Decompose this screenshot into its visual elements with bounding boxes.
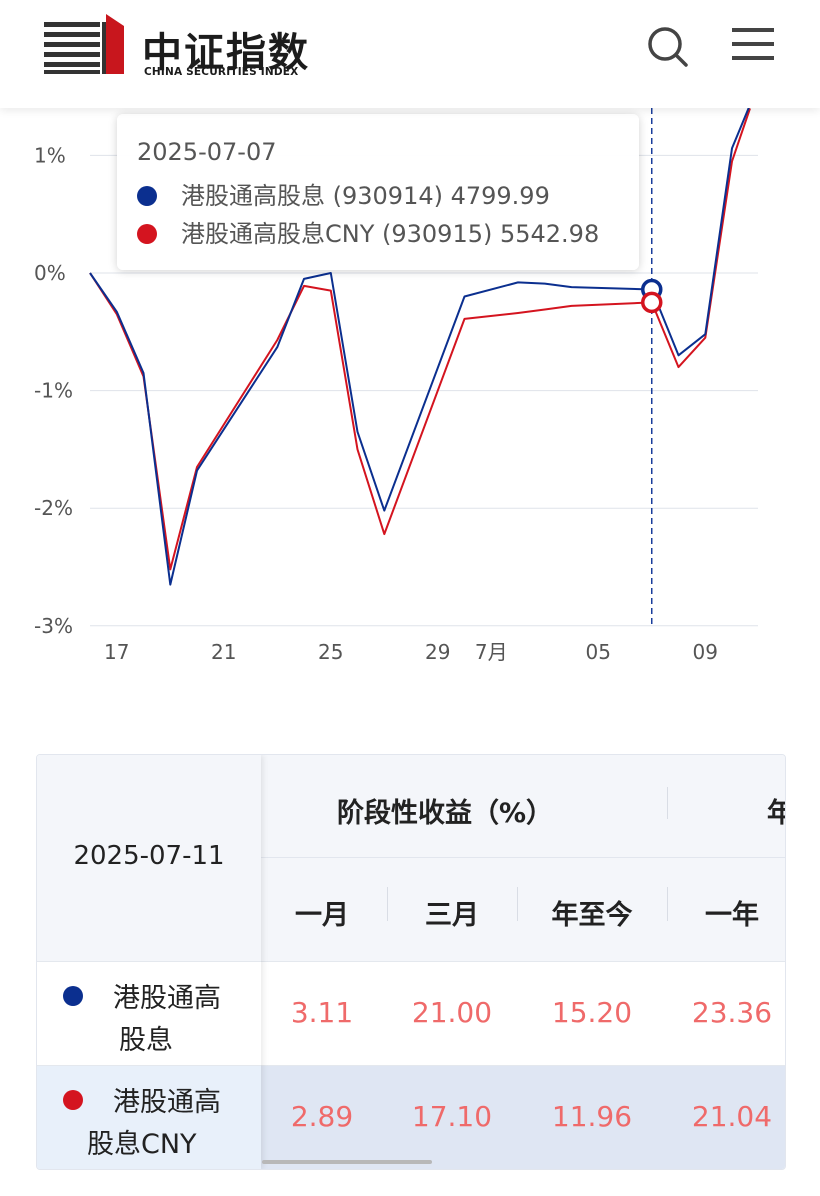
- column-header-1y[interactable]: 一年: [705, 900, 759, 931]
- site-header: 中证指数 CHINA SECURITIES INDEX: [0, 0, 820, 108]
- value-3m: 21.00: [411, 996, 493, 1029]
- brand-logo[interactable]: 中证指数 CHINA SECURITIES INDEX: [42, 8, 342, 82]
- horizontal-scrollbar[interactable]: [262, 1160, 432, 1164]
- x-tick-label: 09: [693, 640, 718, 664]
- value-ytd: 11.96: [551, 1100, 633, 1133]
- header-separator: [387, 887, 388, 921]
- tooltip-row: 港股通高股息CNY (930915) 5542.98: [137, 214, 599, 249]
- column-header-3m[interactable]: 三月: [425, 900, 479, 931]
- value-1y: 21.04: [691, 1100, 773, 1133]
- tooltip-row-label: 港股通高股息 (930914) 4799.99: [181, 182, 550, 210]
- header-separator: [517, 887, 518, 921]
- y-tick-label: -2%: [34, 496, 73, 520]
- series-name-line2: 股息CNY: [87, 1129, 197, 1160]
- series-name-cell[interactable]: 港股通高 股息: [37, 961, 261, 1066]
- chart-tooltip: 2025-07-07 港股通高股息 (930914) 4799.99 港股通高股…: [117, 114, 639, 270]
- x-tick-label: 25: [318, 640, 343, 664]
- series-name-line1: 港股通高: [113, 1087, 221, 1118]
- x-tick-label: 21: [211, 640, 236, 664]
- value-1m: 2.89: [290, 1100, 354, 1133]
- value-1y: 23.36: [691, 996, 773, 1029]
- brand-name-cn: 中证指数: [142, 30, 310, 76]
- index-line-chart[interactable]: 1% 0% -1% -2% -3% 17 21 25 29 7月 05 09: [0, 108, 820, 668]
- series-name-line1: 港股通高: [113, 983, 221, 1014]
- x-tick-label: 7月: [475, 640, 508, 664]
- x-tick-label: 05: [586, 640, 611, 664]
- series-name-line2: 股息: [119, 1025, 173, 1056]
- frozen-name-column: 2025-07-11 港股通高 股息 港股通高 股息CNY: [37, 755, 261, 1169]
- series-dot-icon: [63, 986, 83, 1006]
- brand-name-en: CHINA SECURITIES INDEX: [144, 66, 299, 78]
- value-3m: 17.10: [411, 1100, 493, 1133]
- tooltip-date: 2025-07-07: [137, 138, 277, 166]
- series-line[interactable]: [89, 108, 750, 586]
- series-dot-icon: [63, 1090, 83, 1110]
- y-tick-label: -1%: [34, 379, 73, 403]
- search-icon: [648, 27, 688, 67]
- value-1m: 3.11: [290, 996, 354, 1029]
- returns-table[interactable]: 阶段性收益（%） 年 一月 三月 年至今 一年 3.11 21.00 15.20…: [36, 754, 786, 1170]
- series-name-cell[interactable]: 港股通高 股息CNY: [37, 1065, 261, 1169]
- date-header: 2025-07-11: [37, 755, 261, 961]
- y-tick-label: 0%: [34, 261, 66, 285]
- value-ytd: 15.20: [551, 996, 633, 1029]
- column-header-ytd[interactable]: 年至今: [551, 900, 633, 931]
- header-separator: [667, 887, 668, 921]
- logo-mark-icon: [44, 14, 124, 74]
- series-line[interactable]: [89, 108, 751, 571]
- series-dot-icon: [137, 224, 157, 244]
- menu-icon: [732, 28, 774, 60]
- header-divider: [261, 857, 785, 858]
- tooltip-row: 港股通高股息 (930914) 4799.99: [137, 176, 550, 211]
- column-header-1m[interactable]: 一月: [295, 900, 349, 931]
- hover-point-marker: [641, 291, 663, 314]
- menu-button[interactable]: [728, 22, 778, 66]
- y-tick-label: 1%: [34, 143, 66, 167]
- header-separator: [667, 787, 668, 819]
- tooltip-row-label: 港股通高股息CNY (930915) 5542.98: [181, 220, 600, 248]
- y-tick-label: -3%: [34, 614, 73, 638]
- x-tick-label: 29: [425, 640, 450, 664]
- search-button[interactable]: [644, 22, 692, 70]
- table-date: 2025-07-11: [73, 841, 225, 871]
- group-header-returns: 阶段性收益（%）: [337, 798, 554, 829]
- series-dot-icon: [137, 186, 157, 206]
- x-tick-label: 17: [104, 640, 129, 664]
- group-header-next: 年: [767, 791, 785, 830]
